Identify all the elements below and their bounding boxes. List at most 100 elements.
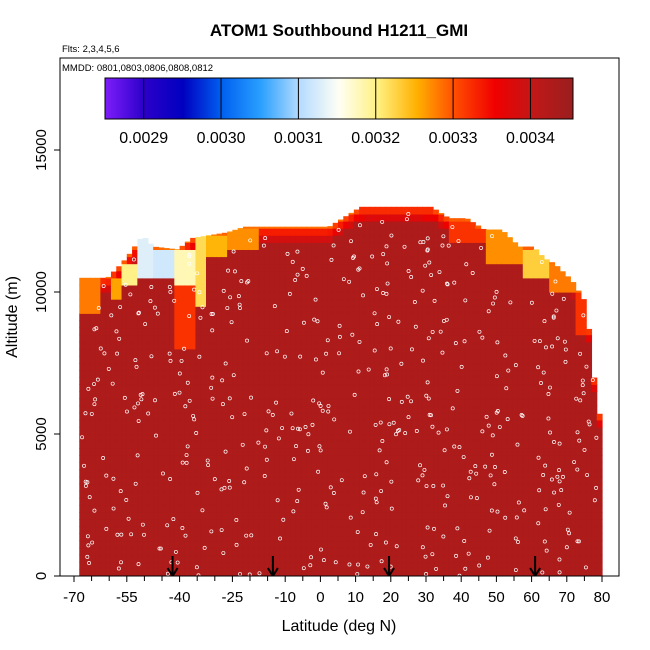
heatmap-cell — [470, 441, 476, 449]
heatmap-cell — [475, 547, 482, 556]
heatmap-cell — [137, 370, 144, 378]
heatmap-cell — [258, 226, 265, 229]
heatmap-cell — [427, 299, 434, 307]
heatmap-cell — [575, 306, 582, 314]
heatmap-cell — [411, 405, 418, 414]
heatmap-cell — [491, 519, 497, 527]
heatmap-cell — [126, 270, 133, 279]
heatmap-cell — [242, 505, 249, 513]
heatmap-cell — [559, 476, 566, 485]
heatmap-cell — [580, 320, 587, 329]
heatmap-cell — [142, 540, 149, 549]
heatmap-cell — [105, 526, 112, 534]
heatmap-cell — [427, 377, 434, 385]
heatmap-cell — [206, 384, 212, 392]
heatmap-cell — [137, 526, 144, 534]
heatmap-cell — [221, 384, 228, 392]
heatmap-cell — [353, 348, 360, 357]
heatmap-cell — [565, 398, 571, 407]
sample-point — [315, 319, 320, 324]
heatmap-cell — [126, 561, 133, 570]
heatmap-cell — [142, 391, 149, 400]
heatmap-cell — [380, 292, 387, 300]
heatmap-cell — [380, 384, 387, 392]
heatmap-cell — [506, 448, 513, 456]
heatmap-cell — [206, 256, 212, 265]
heatmap-cell — [543, 327, 550, 336]
heatmap-cell — [153, 497, 160, 506]
sample-point — [454, 553, 459, 558]
heatmap-cell — [301, 284, 307, 293]
heatmap-cell — [369, 277, 376, 286]
heatmap-cell — [380, 483, 387, 492]
heatmap-cell — [338, 405, 344, 414]
heatmap-cell — [496, 490, 503, 499]
heatmap-cell — [227, 398, 233, 407]
sample-point — [352, 392, 357, 397]
heatmap-cell — [364, 263, 371, 272]
heatmap-cell — [554, 533, 561, 542]
heatmap-cell — [163, 483, 170, 492]
heatmap-cell — [274, 320, 281, 329]
heatmap-cell — [390, 341, 397, 350]
heatmap-cell — [475, 497, 482, 506]
heatmap-cell — [359, 355, 365, 364]
heatmap-cell — [480, 568, 487, 576]
heatmap-cell — [311, 533, 318, 542]
heatmap-cell — [248, 384, 255, 392]
heatmap-cell — [538, 327, 545, 336]
heatmap-cell — [253, 242, 260, 250]
sample-point — [494, 374, 499, 379]
heatmap-cell — [332, 327, 339, 336]
heatmap-cell — [501, 334, 508, 343]
heatmap-cell — [211, 234, 218, 236]
sample-point — [503, 515, 508, 520]
heatmap-cell — [506, 355, 513, 364]
heatmap-cell — [211, 483, 218, 492]
heatmap-cell — [480, 370, 487, 378]
heatmap-cell — [237, 355, 244, 364]
heatmap-cell — [438, 533, 445, 542]
heatmap-cell — [506, 277, 513, 286]
heatmap-cell — [311, 384, 318, 392]
heatmap-cell — [190, 568, 197, 576]
heatmap-cell — [385, 256, 392, 265]
heatmap-cell — [89, 568, 96, 576]
heatmap-cell — [200, 313, 207, 321]
heatmap-cell — [295, 348, 302, 357]
heatmap-cell — [411, 398, 418, 407]
heatmap-cell — [121, 355, 128, 364]
heatmap-cell — [528, 512, 534, 520]
heatmap-cell — [538, 263, 545, 272]
heatmap-cell — [158, 377, 165, 385]
heatmap-cell — [559, 419, 566, 428]
heatmap-cell — [459, 540, 466, 549]
sample-point — [142, 532, 146, 537]
heatmap-cell — [396, 391, 402, 400]
heatmap-cell — [105, 377, 112, 385]
heatmap-cell — [427, 221, 434, 229]
heatmap-cell — [327, 497, 334, 506]
heatmap-cell — [174, 469, 181, 478]
heatmap-cell — [285, 249, 292, 258]
heatmap-cell — [163, 561, 170, 570]
heatmap-cell — [121, 263, 128, 272]
heatmap-cell — [501, 377, 508, 385]
heatmap-cell — [290, 327, 297, 336]
heatmap-cell — [105, 348, 112, 357]
heatmap-cell — [132, 568, 138, 576]
heatmap-cell — [364, 277, 371, 286]
heatmap-cell — [480, 341, 487, 350]
heatmap-cell — [216, 512, 223, 520]
heatmap-cell — [501, 441, 508, 449]
heatmap-cell — [475, 391, 482, 400]
heatmap-cell — [216, 270, 223, 279]
heatmap-cell — [184, 270, 191, 279]
heatmap-cell — [528, 277, 534, 286]
heatmap-cell — [506, 306, 513, 314]
heatmap-cell — [163, 270, 170, 279]
heatmap-cell — [264, 363, 270, 371]
heatmap-cell — [126, 320, 133, 329]
heatmap-cell — [485, 370, 492, 378]
heatmap-cell — [327, 554, 334, 563]
